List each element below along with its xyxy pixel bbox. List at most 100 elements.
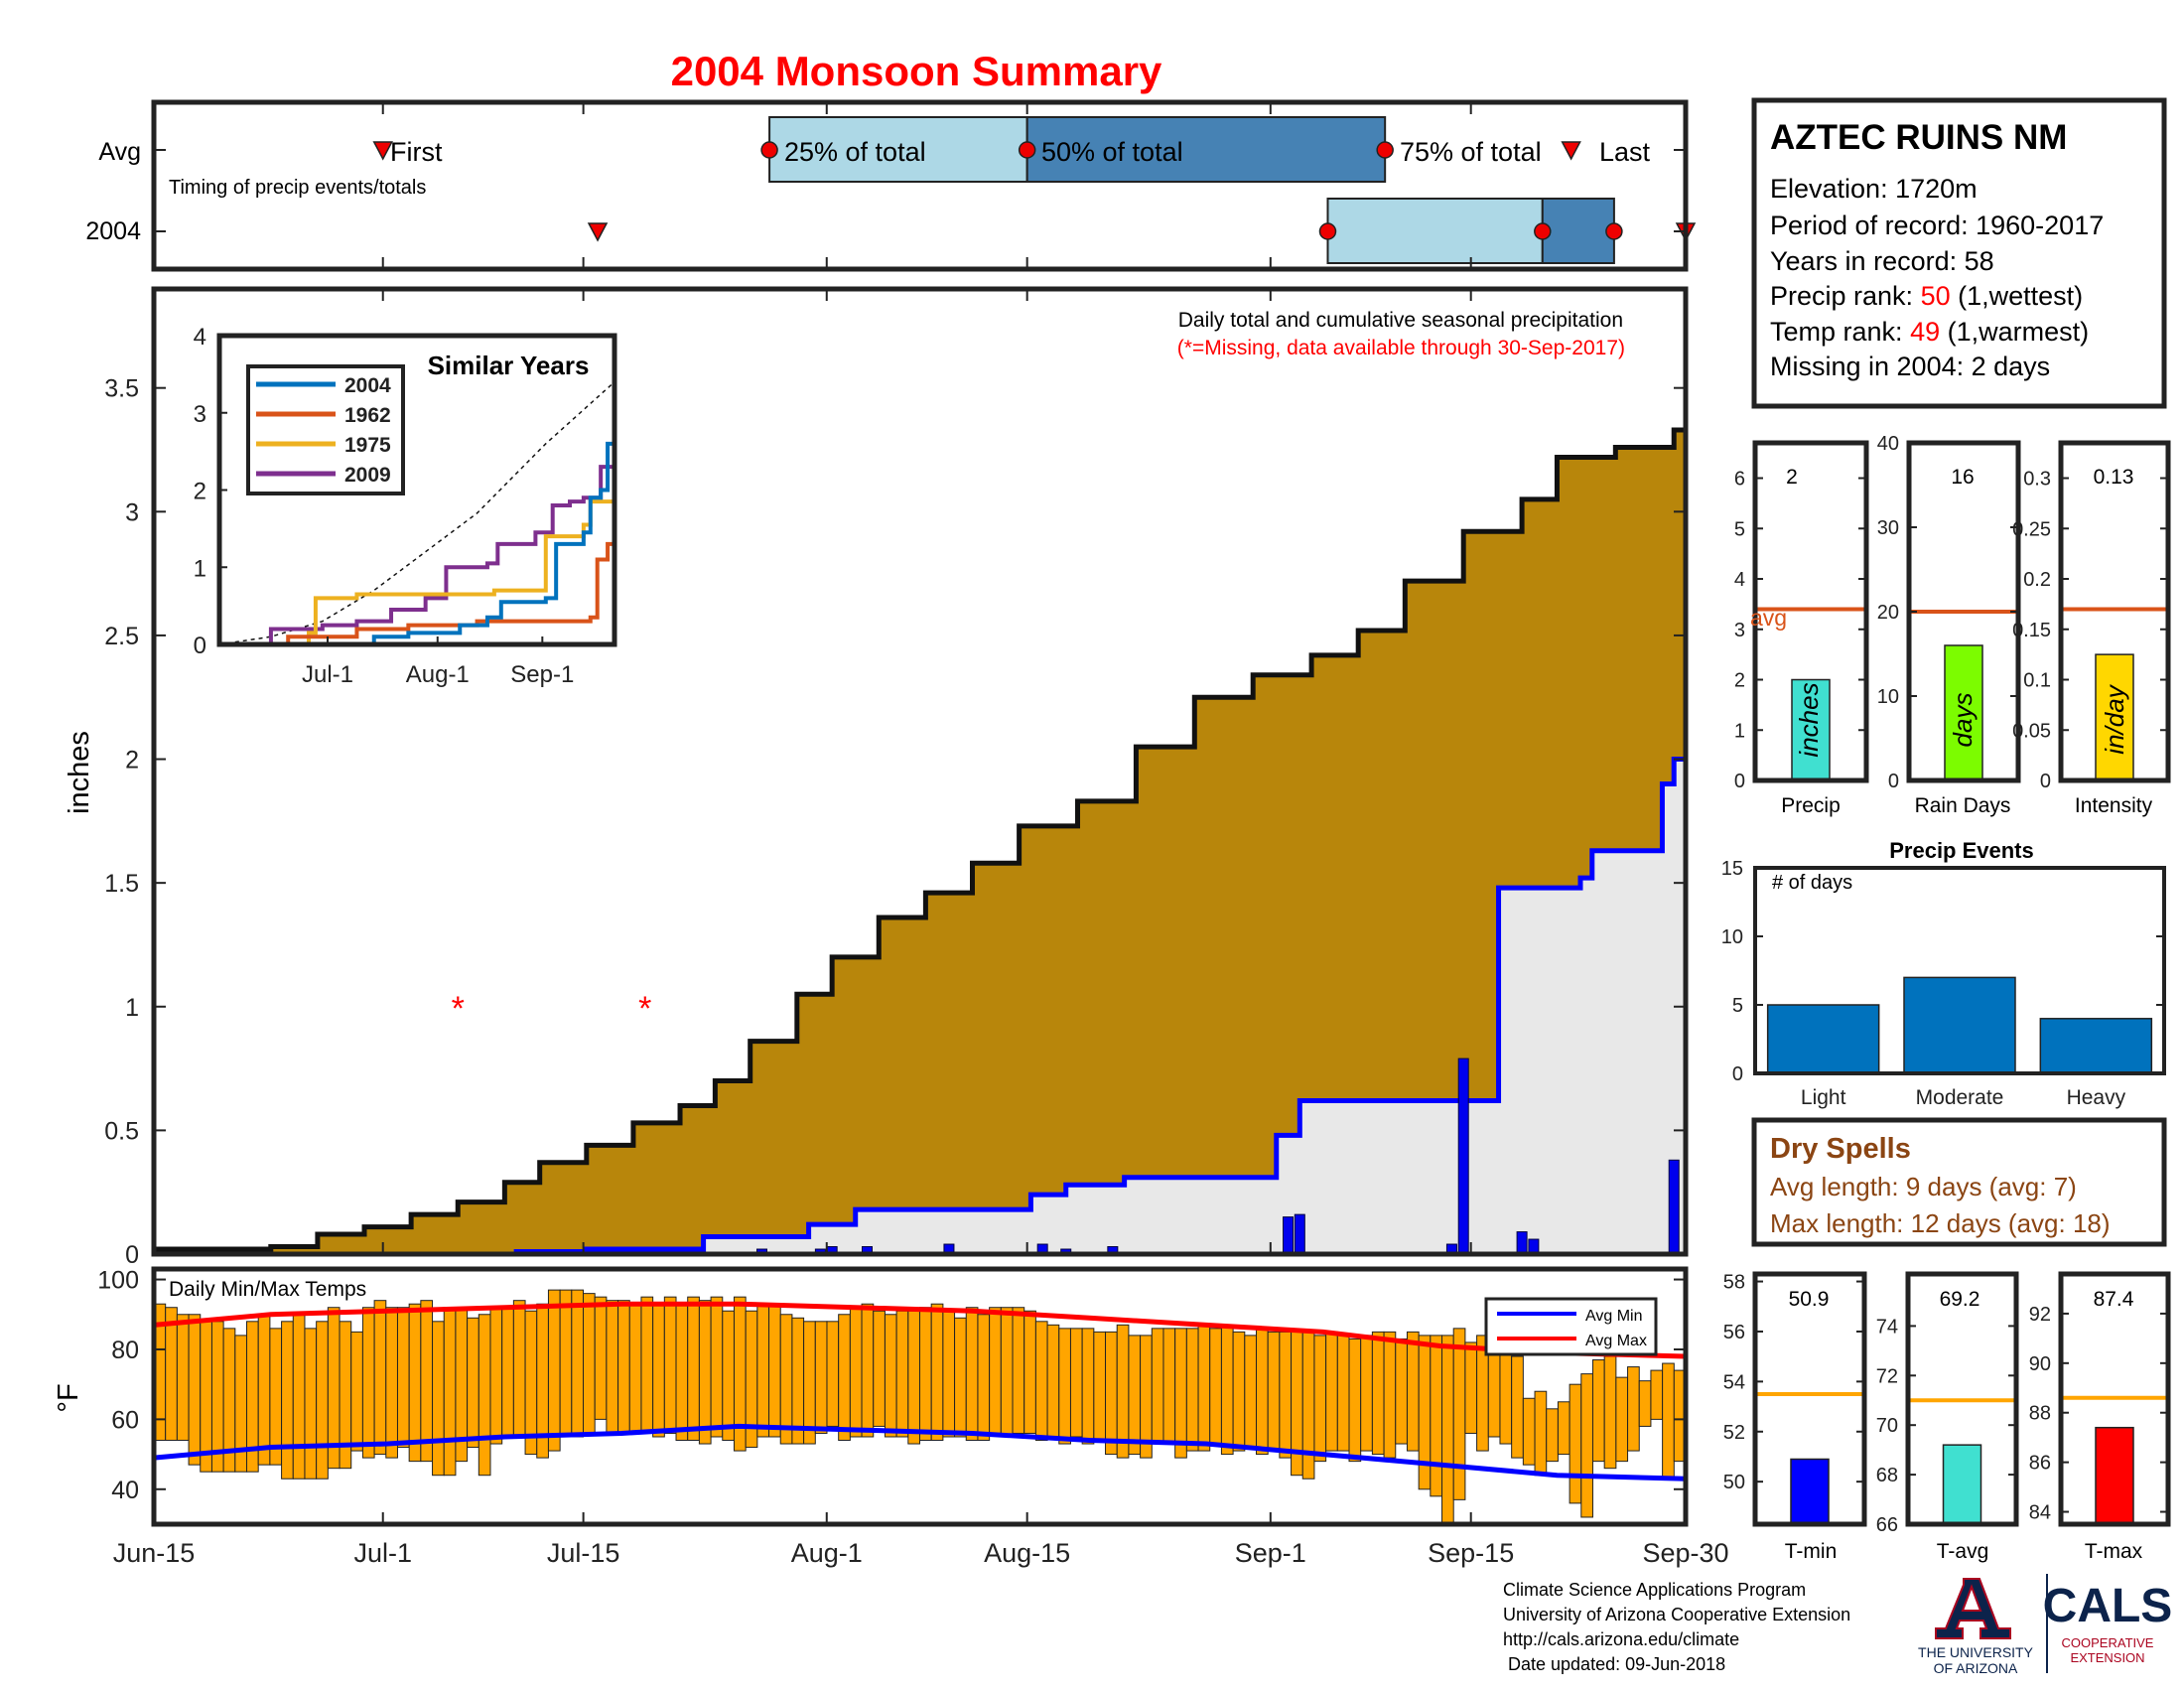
daily-temp-bar [1128, 1335, 1142, 1456]
daily-precip-bar [1294, 1213, 1305, 1255]
cumulative-2004-line [154, 412, 1689, 1252]
stat-y-tick-label: 4 [1734, 569, 1745, 591]
daily-temp-bar [1569, 1383, 1582, 1504]
event-category-label: Light [1801, 1086, 1846, 1109]
average-cumulative-line [154, 757, 1686, 1257]
inset-legend-label-2004: 2004 [344, 374, 391, 397]
daily-temp-bar [1220, 1324, 1234, 1456]
daily-temp-bar [1151, 1328, 1164, 1445]
daily-temp-bar [1627, 1366, 1640, 1452]
avg-p75-marker [1376, 141, 1394, 159]
daily-temp-bar [1615, 1376, 1629, 1463]
temp-y-tick-label: 80 [111, 1337, 139, 1364]
inset-x-tick-label: Aug-1 [406, 661, 470, 688]
daily-temp-bar [501, 1307, 514, 1438]
stat-y-tick-label: 0.3 [2023, 469, 2051, 491]
stat-y-tick-label: 6 [1734, 469, 1745, 491]
daily-temp-bar [489, 1307, 503, 1445]
inset-legend-label-2009: 2009 [344, 464, 391, 487]
avg-max-line [153, 1301, 1687, 1359]
daily-temp-bar [722, 1310, 735, 1442]
events-title: Precip Events [1889, 838, 2034, 863]
daily-temp-bar [1591, 1359, 1605, 1463]
daily-temp-bar [1522, 1397, 1536, 1466]
daily-temp-bar [989, 1307, 1002, 1434]
stat-y-tick-label: 68 [1876, 1465, 1898, 1486]
stat-y-tick-label: 88 [2029, 1403, 2051, 1425]
daily-temp-bar [269, 1328, 283, 1466]
daily-temp-bar [292, 1314, 306, 1480]
daily-temp-bar [617, 1300, 630, 1434]
inset-x-tick-label: Sep-1 [510, 661, 574, 688]
events-y-tick-label: 15 [1721, 858, 1743, 880]
events-y-tick-label: 0 [1732, 1063, 1743, 1085]
x-axis-date-labels: Jun-15 Jul-1 Jul-15 Aug-1 Aug-15 Sep-1 Sep-15 S… [113, 1538, 1729, 1568]
daily-temp-bar [930, 1303, 944, 1442]
daily-temp-bar [791, 1317, 805, 1445]
daily-temp-bar [640, 1296, 654, 1434]
daily-temp-bar [1557, 1401, 1570, 1456]
temp-y-axis-label: °F [53, 1383, 84, 1412]
stat-y-tick-label: 40 [1877, 433, 1899, 455]
daily-precip-bar [1283, 1216, 1295, 1255]
y2004-first-event-marker [587, 222, 609, 242]
stat-frame-tmax [2058, 1271, 2171, 1527]
inset-series-1962 [219, 467, 616, 646]
main-y-tick-label: 3.5 [104, 375, 139, 403]
daily-temp-bar [756, 1303, 770, 1438]
temp-stat-bars: 50 52 54 56 58 66 68 70 72 74 84 86 88 90 92 [1723, 1271, 2171, 1536]
events-frame [1753, 866, 2166, 1075]
intensity-axis-label: Intensity [2075, 794, 2153, 817]
daily-temp-bar [895, 1310, 909, 1438]
avg-q50-q75-box [1025, 116, 1387, 183]
station-years: Years in record: 58 [1770, 246, 1994, 276]
precip-axis-label: Precip [1781, 794, 1841, 817]
daily-precip-bar [1516, 1231, 1528, 1255]
daily-temp-bar [1580, 1373, 1593, 1518]
temp-y-tick-label: 60 [111, 1406, 139, 1434]
stat-y-tick-label: 0.15 [2012, 620, 2051, 641]
main-precip-panel: * * 0 0.5 1 1.5 2 2.5 3 3.5 Daily total and cumul… [64, 286, 1689, 1269]
daily-temp-bar [710, 1296, 724, 1438]
dry-spells-max: Max length: 12 days (avg: 18) [1770, 1208, 2111, 1238]
daily-temp-bar [1024, 1310, 1036, 1434]
main-y-tick-label: 2.5 [104, 623, 139, 650]
tmax-axis-label: T-max [2085, 1540, 2143, 1563]
daily-temp-bar [1603, 1355, 1617, 1470]
daily-temp-bar [1534, 1390, 1548, 1477]
figure-title: 2004 Monsoon Summary [671, 48, 1162, 94]
daily-temp-bar [1371, 1331, 1385, 1456]
daily-temp-bar [826, 1321, 840, 1427]
event-bar-heavy [2039, 1018, 2153, 1074]
daily-temp-bar [1360, 1335, 1373, 1452]
daily-temp-bar [768, 1303, 781, 1438]
stat-y-tick-label: 0.25 [2012, 518, 2051, 540]
daily-temp-bar [1662, 1362, 1675, 1480]
inset-frame [216, 333, 617, 647]
daily-temp-bar [583, 1293, 596, 1434]
stat-bar-tavg [1942, 1444, 1982, 1525]
precip-bar-label: inches [1794, 682, 1824, 757]
daily-temp-bar [316, 1321, 329, 1480]
inset-y-tick-label: 2 [194, 479, 206, 505]
main-y-tick-label: 1 [125, 994, 139, 1022]
rain-days-axis-label: Rain Days [1915, 794, 2011, 817]
timing-frame [151, 99, 1689, 272]
temp-panel: 40 60 80 100 Daily Min/Max Temps °F Avg Min… [53, 1266, 1689, 1527]
avg-last-event-marker [1561, 141, 1581, 161]
daily-temp-bar [408, 1303, 422, 1463]
rain-days-value-label: 16 [1951, 466, 1974, 489]
station-elevation: Elevation: 1720m [1770, 174, 1978, 204]
station-precip-rank: Precip rank: 50 (1,wettest) [1770, 281, 2083, 311]
daily-temp-bar [779, 1314, 793, 1445]
daily-temp-bar [675, 1303, 689, 1442]
ua-line2: OF ARIZONA [1934, 1660, 2018, 1676]
inset-series-2004 [219, 439, 616, 646]
timing-panel: Avg 2004 Timing of precip events/totals … [85, 99, 1697, 272]
similar-years-inset: 0 1 2 3 4 Jul-1 Aug-1 Sep-1 Similar Years 2004 1… [194, 324, 617, 688]
stat-y-tick-label: 0 [1888, 771, 1899, 792]
daily-temp-bar [1452, 1328, 1466, 1500]
daily-temp-bar [281, 1321, 294, 1480]
daily-temp-bar [1279, 1331, 1293, 1459]
daily-temp-bar [1116, 1324, 1130, 1459]
